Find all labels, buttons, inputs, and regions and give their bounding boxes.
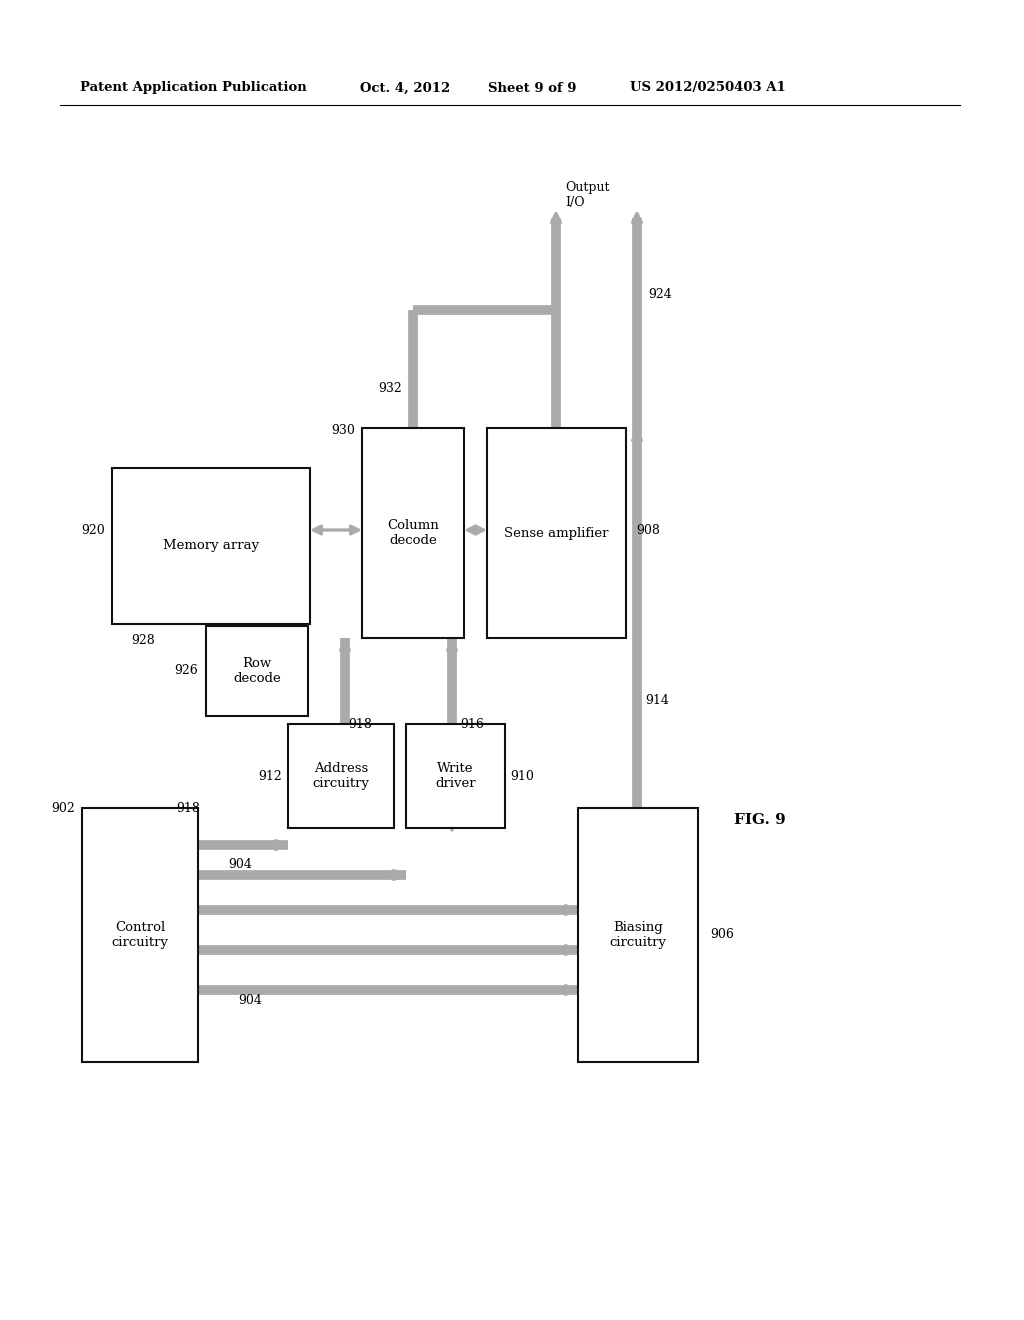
Text: Control
circuitry: Control circuitry xyxy=(112,921,169,949)
Text: Write
driver: Write driver xyxy=(435,762,476,789)
Text: Address
circuitry: Address circuitry xyxy=(312,762,370,789)
Text: 926: 926 xyxy=(174,664,198,676)
Text: Sheet 9 of 9: Sheet 9 of 9 xyxy=(488,82,577,95)
Text: 928: 928 xyxy=(131,634,155,647)
Text: 910: 910 xyxy=(510,770,534,783)
Bar xyxy=(578,808,698,1063)
Bar xyxy=(206,626,308,715)
Text: 902: 902 xyxy=(51,801,75,814)
Text: Biasing
circuitry: Biasing circuitry xyxy=(609,921,667,949)
Text: 912: 912 xyxy=(258,770,282,783)
Text: 916: 916 xyxy=(460,718,484,730)
Text: 930: 930 xyxy=(331,424,355,437)
Bar xyxy=(362,428,464,638)
Text: 904: 904 xyxy=(228,858,252,871)
Text: 918: 918 xyxy=(176,801,200,814)
Text: Oct. 4, 2012: Oct. 4, 2012 xyxy=(360,82,451,95)
Bar xyxy=(112,469,310,624)
Text: Column
decode: Column decode xyxy=(387,519,439,546)
Bar xyxy=(487,428,626,638)
Text: 918: 918 xyxy=(348,718,372,730)
Text: Memory array: Memory array xyxy=(163,540,259,553)
Text: 920: 920 xyxy=(81,524,105,536)
Text: Output
I/O: Output I/O xyxy=(565,181,609,209)
Text: Sense amplifier: Sense amplifier xyxy=(504,527,608,540)
Bar xyxy=(288,723,394,828)
Text: FIG. 9: FIG. 9 xyxy=(734,813,785,828)
Text: Row
decode: Row decode xyxy=(233,657,281,685)
Text: 924: 924 xyxy=(648,289,672,301)
Text: 908: 908 xyxy=(636,524,659,536)
Text: 914: 914 xyxy=(645,693,669,706)
Text: Patent Application Publication: Patent Application Publication xyxy=(80,82,307,95)
Bar xyxy=(82,808,198,1063)
Bar xyxy=(406,723,505,828)
Text: 906: 906 xyxy=(710,928,734,941)
Text: 904: 904 xyxy=(238,994,262,1006)
Text: US 2012/0250403 A1: US 2012/0250403 A1 xyxy=(630,82,785,95)
Text: 932: 932 xyxy=(378,381,401,395)
